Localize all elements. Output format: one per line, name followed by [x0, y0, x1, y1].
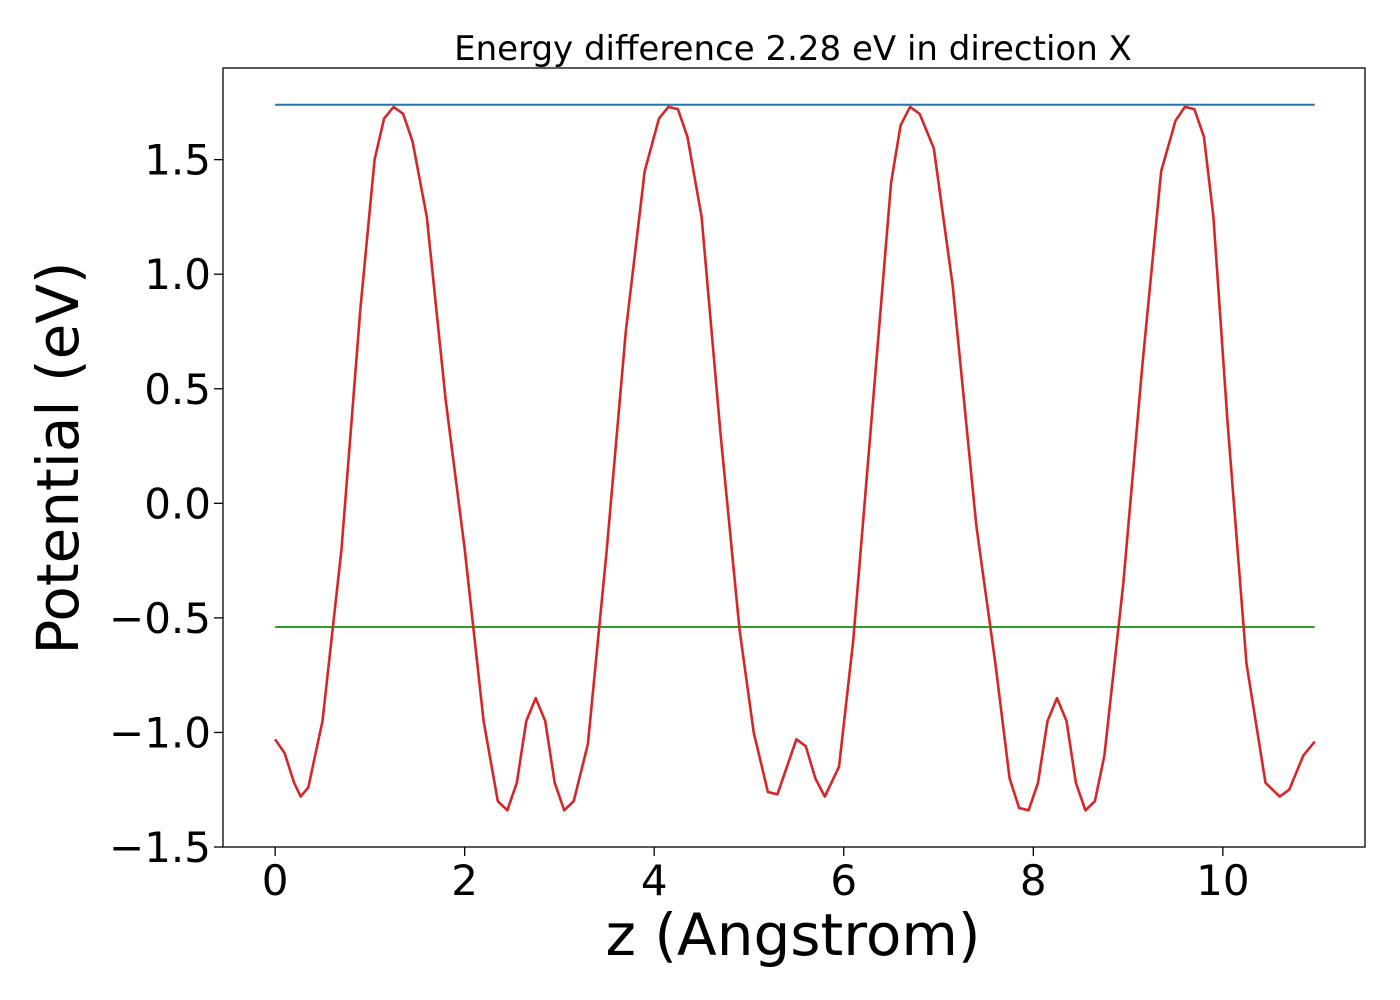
y-axis: −1.5 −1.0 −0.5 0.0 0.5 1.0 1.5	[109, 136, 223, 872]
y-tick-label: −1.5	[109, 823, 211, 872]
series-line-2	[274, 105, 1316, 812]
y-tick-label: −0.5	[109, 594, 211, 643]
x-tick-label: 0	[262, 856, 289, 905]
x-axis: 0 2 4 6 8 10	[262, 847, 1250, 905]
x-tick-label: 8	[1020, 856, 1047, 905]
y-tick-label: 1.5	[144, 136, 211, 185]
x-tick-label: 10	[1196, 856, 1249, 905]
x-axis-label: z (Angstrom)	[606, 901, 981, 969]
chart-title: Energy difference 2.28 eV in direction X	[454, 29, 1132, 69]
plot-area	[222, 67, 1366, 848]
y-axis-label: Potential (eV)	[24, 261, 92, 654]
y-tick-label: 1.0	[144, 250, 211, 299]
y-tick-label: 0.0	[144, 479, 211, 528]
x-tick-label: 4	[641, 856, 668, 905]
y-tick-label: 0.5	[144, 365, 211, 414]
x-tick-label: 6	[830, 856, 857, 905]
y-tick-label: −1.0	[109, 708, 211, 757]
series-layer	[274, 103, 1316, 812]
x-tick-label: 2	[451, 856, 478, 905]
